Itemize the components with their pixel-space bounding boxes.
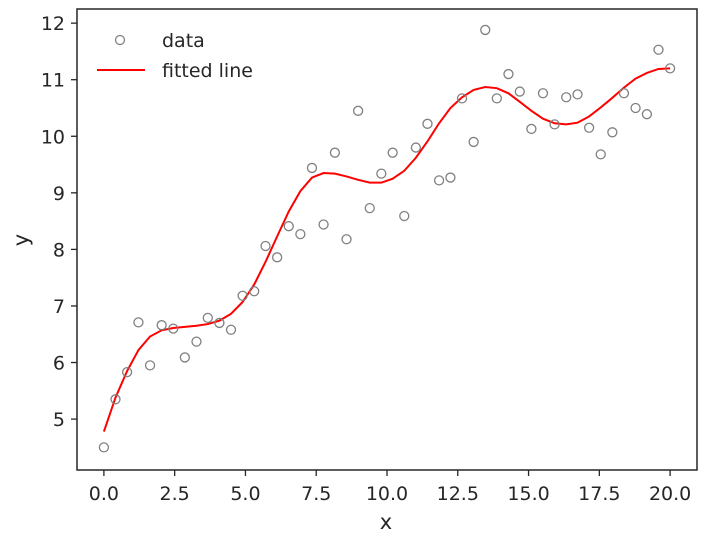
data-point	[491, 93, 502, 104]
data-point	[283, 221, 294, 232]
data-point	[583, 122, 595, 133]
data-point	[641, 109, 653, 120]
y-tick-label: 5	[53, 409, 65, 431]
data-point	[607, 127, 618, 138]
x-tick-label: 10.0	[366, 483, 408, 505]
x-axis-ticks: 0.0 2.5 5.0 7.5 10.0 12.5 15.0 17.5 20.0	[89, 470, 691, 505]
data-point	[561, 92, 572, 103]
x-tick-label: 5.0	[230, 483, 260, 505]
data-point	[329, 147, 341, 158]
y-tick-label: 10	[41, 126, 65, 148]
plot-frame	[76, 8, 698, 471]
x-tick-label: 12.5	[437, 483, 479, 505]
data-point	[480, 24, 491, 36]
legend-data-marker	[114, 34, 126, 46]
x-tick-label: 20.0	[649, 483, 691, 505]
data-point	[144, 360, 156, 371]
data-point	[537, 88, 549, 99]
data-point	[214, 317, 225, 329]
y-tick-label: 11	[41, 70, 65, 92]
data-point	[445, 172, 456, 183]
data-point	[422, 118, 433, 129]
y-tick-label: 8	[53, 239, 65, 261]
data-point	[653, 44, 664, 55]
data-point	[260, 240, 271, 252]
y-axis-label: y	[9, 234, 33, 246]
data-point	[526, 123, 537, 135]
data-point	[618, 88, 630, 99]
x-tick-label: 17.5	[578, 483, 620, 505]
data-point	[110, 394, 121, 405]
data-point	[179, 352, 191, 363]
data-point	[237, 290, 248, 301]
data-point	[399, 210, 410, 222]
data-point	[156, 320, 167, 331]
data-point	[595, 149, 606, 160]
plot-area	[98, 24, 676, 453]
data-point	[202, 312, 213, 323]
x-tick-label: 2.5	[160, 483, 190, 505]
data-point	[133, 317, 144, 328]
data-point	[630, 102, 641, 114]
data-point	[98, 442, 110, 453]
fitted-line	[102, 67, 671, 432]
data-point	[376, 168, 387, 179]
legend-data-label: data	[162, 30, 205, 52]
data-point	[433, 175, 445, 186]
data-point	[168, 323, 179, 334]
data-point	[572, 89, 583, 100]
data-point	[352, 105, 364, 116]
data-point	[503, 68, 514, 80]
data-point	[364, 202, 375, 214]
data-point	[191, 336, 202, 347]
x-tick-label: 7.5	[301, 483, 331, 505]
data-point	[664, 63, 676, 74]
x-axis-label: x	[380, 510, 392, 534]
data-point	[468, 136, 479, 148]
y-tick-label: 12	[41, 13, 65, 35]
data-point	[306, 162, 318, 174]
legend-fitted-line-label: fitted line	[162, 60, 253, 82]
data-point	[295, 228, 306, 240]
data-point	[410, 142, 422, 153]
y-tick-label: 9	[53, 183, 65, 205]
data-point	[549, 119, 560, 130]
x-tick-label: 15.0	[507, 483, 549, 505]
legend: data fitted line	[97, 30, 253, 82]
y-tick-label: 7	[53, 296, 65, 318]
data-point	[341, 234, 352, 245]
x-tick-label: 0.0	[89, 483, 119, 505]
data-point	[121, 366, 133, 378]
data-point	[387, 147, 398, 158]
data-point	[456, 93, 468, 104]
data-point	[318, 219, 329, 230]
y-axis-ticks: 5 6 7 8 9 10 11 12	[41, 13, 77, 431]
y-tick-label: 6	[53, 353, 65, 375]
data-point	[272, 252, 283, 263]
data-point	[225, 324, 237, 335]
data-point	[514, 86, 525, 97]
data-point	[249, 286, 260, 297]
